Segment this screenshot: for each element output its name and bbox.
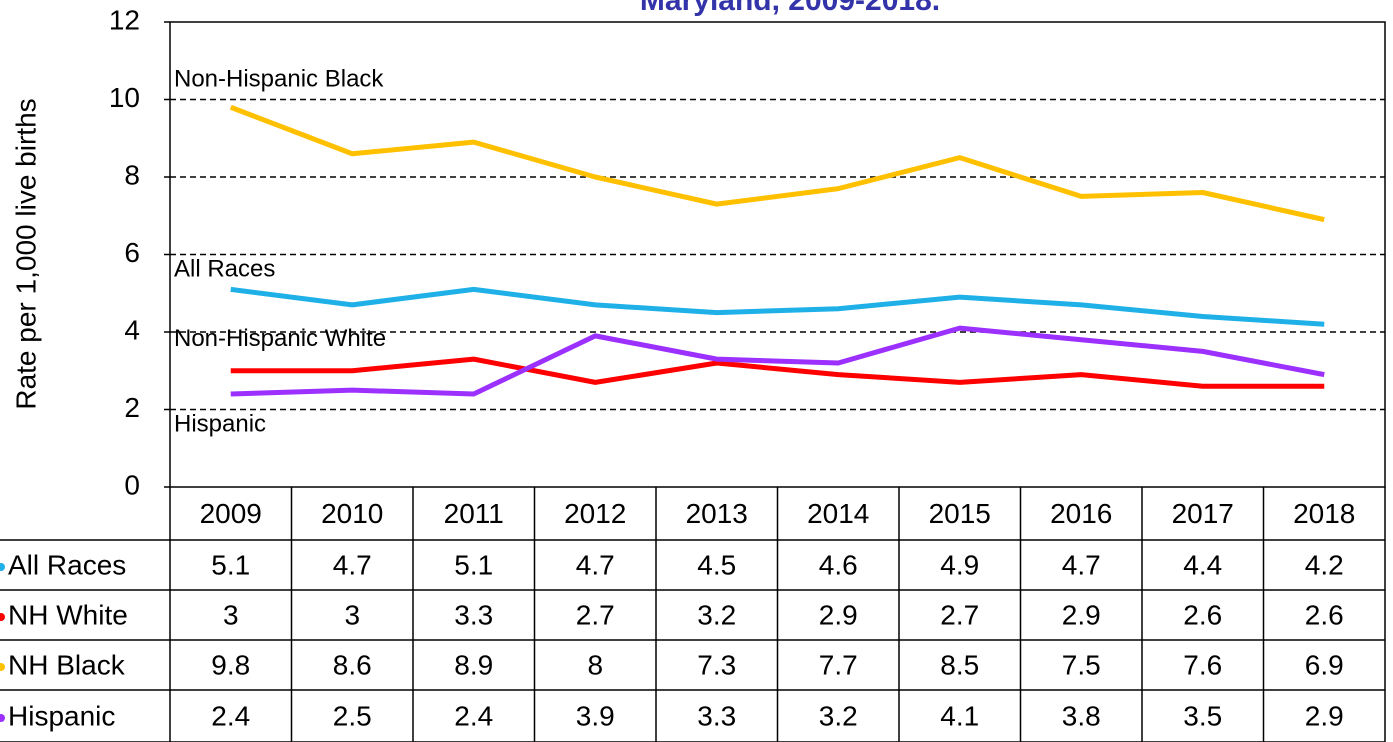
legend-marker <box>0 563 5 571</box>
y-tick-label: 6 <box>124 237 140 268</box>
legend-marker <box>0 613 5 621</box>
table-header: 2009 <box>200 498 262 529</box>
y-tick-label: 4 <box>124 314 140 345</box>
table-header: 2011 <box>444 498 504 529</box>
table-cell: 3 <box>344 599 360 630</box>
table-header: 2015 <box>929 498 991 529</box>
table-cell: 3.9 <box>576 700 615 731</box>
table-cell: 8.5 <box>940 649 979 680</box>
table-cell: 2.4 <box>454 700 493 731</box>
table-header: 2017 <box>1172 498 1234 529</box>
table-cell: 2.9 <box>1062 599 1101 630</box>
legend-label: Hispanic <box>8 700 115 731</box>
y-tick-label: 8 <box>124 159 140 190</box>
legend-label: All Races <box>8 549 126 580</box>
table-header: 2013 <box>686 498 748 529</box>
legend-marker <box>0 663 5 671</box>
table-cell: 2.7 <box>576 599 615 630</box>
table-header: 2010 <box>321 498 383 529</box>
y-tick-label: 0 <box>124 469 140 500</box>
table-cell: 2.4 <box>211 700 250 731</box>
table-cell: 4.9 <box>940 549 979 580</box>
annotation: Hispanic <box>174 410 266 437</box>
legend-label: NH Black <box>8 649 126 680</box>
table-cell: 4.7 <box>1062 549 1101 580</box>
table-header: 2012 <box>564 498 626 529</box>
table-cell: 2.6 <box>1305 599 1344 630</box>
table-cell: 7.5 <box>1062 649 1101 680</box>
annotation: Non-Hispanic White <box>174 325 386 352</box>
annotation: All Races <box>174 255 275 282</box>
table-cell: 2.9 <box>1305 700 1344 731</box>
annotation: Non-Hispanic Black <box>174 65 384 92</box>
chart-title: Maryland, 2009-2018. <box>640 0 940 17</box>
table-cell: 7.3 <box>697 649 736 680</box>
y-axis-label: Rate per 1,000 live births <box>10 98 41 409</box>
table-cell: 8 <box>587 649 603 680</box>
table-cell: 6.9 <box>1305 649 1344 680</box>
table-cell: 4.7 <box>576 549 615 580</box>
y-tick-label: 12 <box>109 4 140 35</box>
table-cell: 3 <box>223 599 239 630</box>
table-cell: 2.5 <box>333 700 372 731</box>
table-cell: 8.9 <box>454 649 493 680</box>
table-cell: 4.5 <box>697 549 736 580</box>
table-cell: 4.7 <box>333 549 372 580</box>
table-header: 2018 <box>1293 498 1355 529</box>
table-header: 2016 <box>1050 498 1112 529</box>
table-header: 2014 <box>807 498 869 529</box>
table-cell: 3.3 <box>454 599 493 630</box>
y-tick-label: 2 <box>124 392 140 423</box>
table-cell: 8.6 <box>333 649 372 680</box>
series-line <box>230 325 1325 397</box>
legend-label: NH White <box>8 599 128 630</box>
table-cell: 2.6 <box>1183 599 1222 630</box>
legend-marker <box>0 714 5 722</box>
table-cell: 3.3 <box>697 700 736 731</box>
series-line <box>229 104 1325 223</box>
table-cell: 4.4 <box>1183 549 1222 580</box>
table-cell: 5.1 <box>454 549 493 580</box>
table-cell: 4.1 <box>940 700 979 731</box>
table-cell: 3.2 <box>819 700 858 731</box>
table-cell: 3.5 <box>1183 700 1222 731</box>
table-cell: 7.7 <box>819 649 858 680</box>
table-cell: 4.6 <box>819 549 858 580</box>
series-line <box>230 286 1325 327</box>
table-cell: 3.2 <box>697 599 736 630</box>
table-cell: 3.8 <box>1062 700 1101 731</box>
table-cell: 9.8 <box>211 649 250 680</box>
table-cell: 5.1 <box>211 549 250 580</box>
y-tick-label: 10 <box>109 82 140 113</box>
table-cell: 2.9 <box>819 599 858 630</box>
series-line <box>230 356 1325 389</box>
table-cell: 2.7 <box>940 599 979 630</box>
table-cell: 7.6 <box>1183 649 1222 680</box>
table-cell: 4.2 <box>1305 549 1344 580</box>
